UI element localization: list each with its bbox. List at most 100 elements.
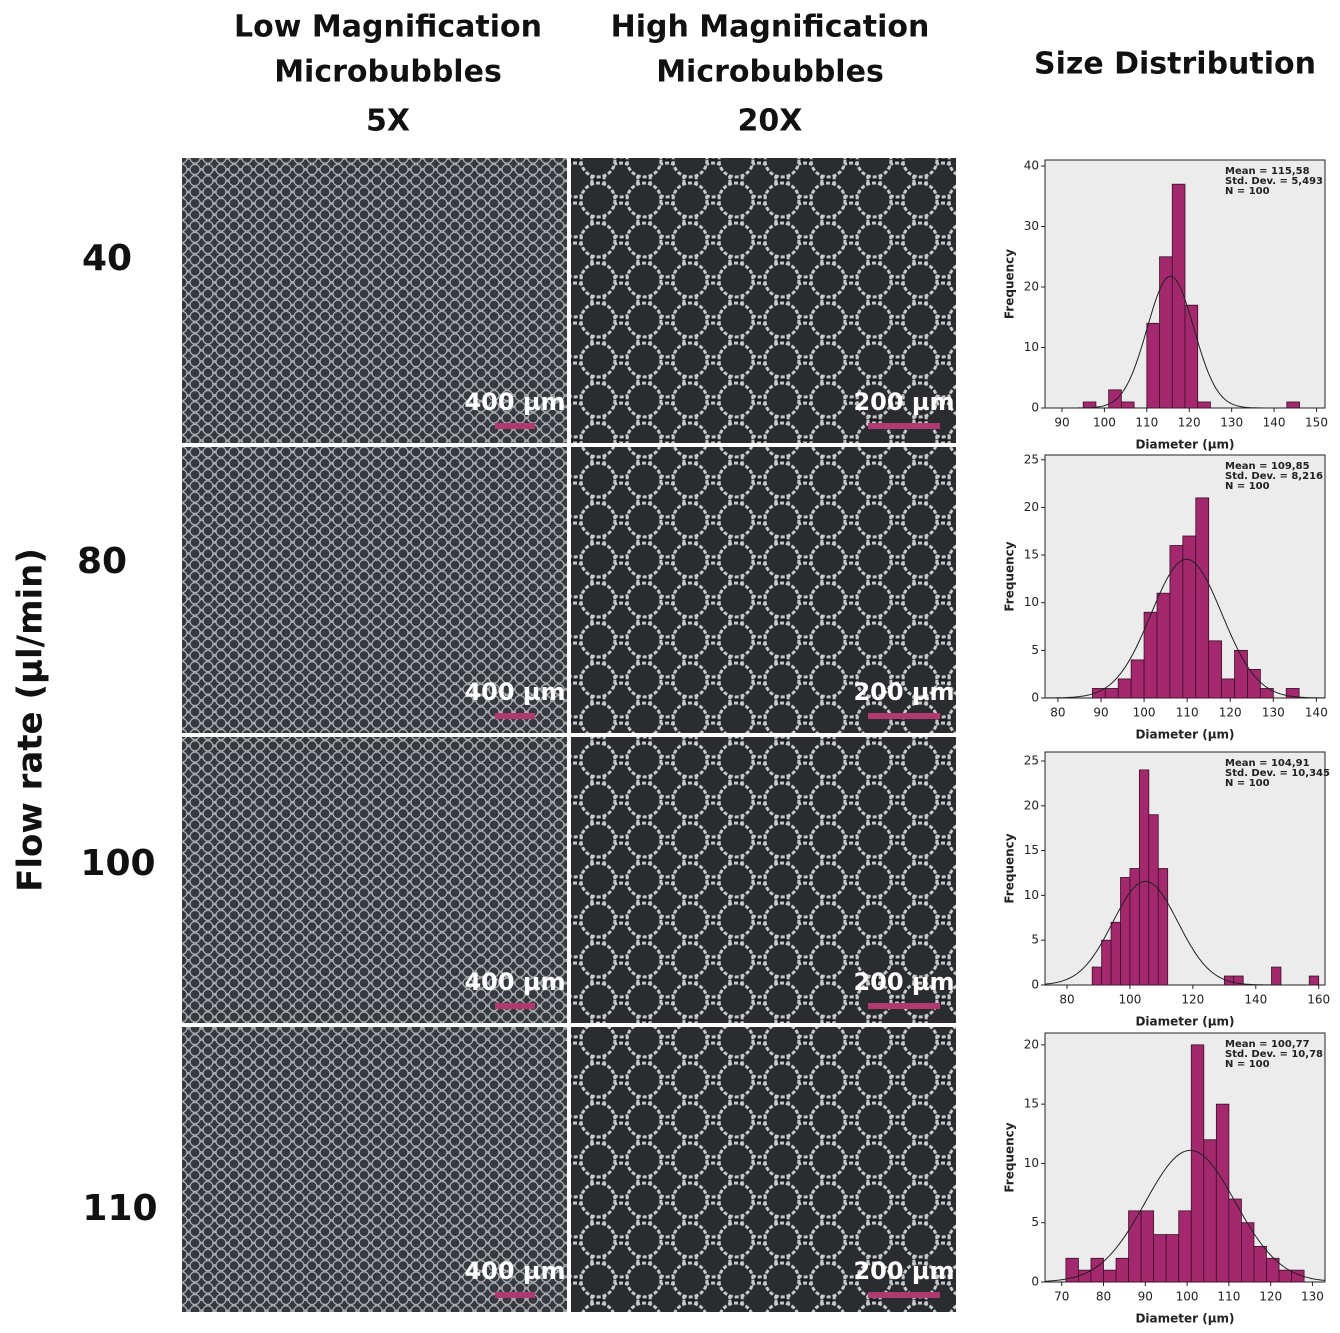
x-tick-label: 160 [1307, 993, 1330, 1007]
bar [1108, 389, 1122, 409]
y-tick-label: 10 [1024, 888, 1039, 902]
x-tick-label: 80 [1096, 1290, 1111, 1304]
bar [1178, 1210, 1192, 1283]
bar [1233, 975, 1244, 986]
column-header: 5X [366, 104, 410, 139]
bar [1171, 183, 1186, 409]
micrograph-texture [182, 158, 567, 443]
stats-label: Std. Dev. = 10,78 [1225, 1049, 1323, 1060]
bar [1286, 401, 1300, 409]
bar [1241, 1222, 1255, 1283]
bar [1146, 322, 1160, 409]
x-tick-label: 120 [1219, 706, 1242, 720]
bar [1130, 659, 1145, 699]
y-axis-label: Frequency [1003, 833, 1017, 903]
normal-curve [1044, 880, 1325, 986]
row-label: 100 [80, 843, 155, 884]
bar [1104, 688, 1119, 699]
x-tick-label: 100 [1176, 1290, 1199, 1304]
x-tick-label: 90 [1054, 416, 1069, 430]
micrograph-texture [182, 737, 567, 1023]
scale-bar [868, 1292, 940, 1298]
scale-bar [495, 423, 535, 429]
bar [1234, 649, 1248, 699]
y-tick-label: 20 [1024, 280, 1039, 294]
y-tick-label: 20 [1024, 1037, 1039, 1051]
y-tick-label: 5 [1031, 1215, 1039, 1229]
scale-bar [495, 1292, 535, 1298]
y-tick-label: 20 [1024, 500, 1039, 514]
micrograph-texture [571, 447, 956, 733]
y-tick-label: 0 [1031, 1275, 1039, 1289]
y-tick-label: 10 [1024, 1156, 1039, 1170]
plot-area [1044, 751, 1326, 986]
bar [1195, 497, 1210, 699]
y-tick-label: 15 [1024, 1097, 1039, 1111]
x-tick-label: 70 [1054, 1290, 1069, 1304]
y-tick-label: 40 [1024, 159, 1039, 173]
x-tick-label: 140 [1263, 416, 1286, 430]
y-axis-label: Frequency [1003, 541, 1017, 611]
bar [1153, 1234, 1167, 1283]
bar [1208, 640, 1223, 699]
bar [1120, 401, 1135, 409]
x-tick-label: 130 [1220, 416, 1243, 430]
row-label: 80 [77, 541, 127, 582]
bar [1221, 678, 1235, 699]
bar [1182, 535, 1197, 699]
x-axis-label: Diameter (µm) [1135, 728, 1234, 742]
bar [1278, 1269, 1292, 1283]
column-header: Low Magnification [234, 10, 542, 45]
scale-bar-label: 200 µm [853, 388, 954, 416]
scale-bar [868, 1003, 940, 1009]
bar [1117, 678, 1132, 699]
x-axis-label: Diameter (µm) [1135, 1015, 1234, 1029]
x-tick-label: 100 [1118, 993, 1141, 1007]
micrograph-texture [571, 737, 956, 1023]
column-header: High Magnification [611, 10, 930, 45]
stats-label: N = 100 [1225, 778, 1270, 789]
bar [1140, 1210, 1155, 1283]
scale-bar [495, 1003, 535, 1009]
y-tick-label: 0 [1031, 691, 1039, 705]
y-tick-label: 25 [1024, 452, 1039, 466]
x-tick-label: 130 [1301, 1290, 1324, 1304]
bar [1110, 921, 1121, 986]
bar [1115, 1257, 1129, 1283]
x-tick-label: 90 [1138, 1290, 1153, 1304]
y-tick-label: 5 [1031, 933, 1039, 947]
scale-bar-label: 200 µm [853, 1257, 954, 1285]
bar [1203, 1139, 1217, 1283]
x-tick-label: 120 [1259, 1290, 1282, 1304]
scale-bar [868, 423, 940, 429]
y-tick-label: 10 [1024, 595, 1039, 609]
y-tick-label: 5 [1031, 643, 1039, 657]
micrograph-texture [182, 447, 567, 733]
x-tick-label: 140 [1305, 706, 1328, 720]
stats-label: Mean = 115,58 [1225, 166, 1310, 177]
column-header: Microbubbles [656, 55, 884, 90]
y-tick-label: 0 [1031, 401, 1039, 415]
bar [1128, 1210, 1142, 1283]
y-tick-label: 30 [1024, 219, 1039, 233]
bar [1228, 1198, 1242, 1283]
scale-bar [868, 713, 940, 719]
bar [1090, 1257, 1104, 1283]
y-tick-label: 10 [1024, 340, 1039, 354]
y-tick-label: 15 [1024, 548, 1039, 562]
x-tick-label: 110 [1217, 1290, 1240, 1304]
bar [1138, 769, 1150, 986]
micrograph-texture [571, 1027, 956, 1312]
micrograph-texture [571, 158, 956, 443]
bar [1165, 1234, 1180, 1283]
stats-label: Mean = 100,77 [1225, 1039, 1310, 1050]
stats-label: Std. Dev. = 8,216 [1225, 471, 1323, 482]
normal-curve [1044, 1149, 1326, 1282]
stats-label: N = 100 [1225, 481, 1270, 492]
scale-bar-label: 200 µm [853, 678, 954, 706]
y-tick-label: 25 [1024, 753, 1039, 767]
micrograph-texture [182, 1027, 567, 1312]
scale-bar-label: 400 µm [464, 968, 565, 996]
column-header: Microbubbles [274, 55, 502, 90]
